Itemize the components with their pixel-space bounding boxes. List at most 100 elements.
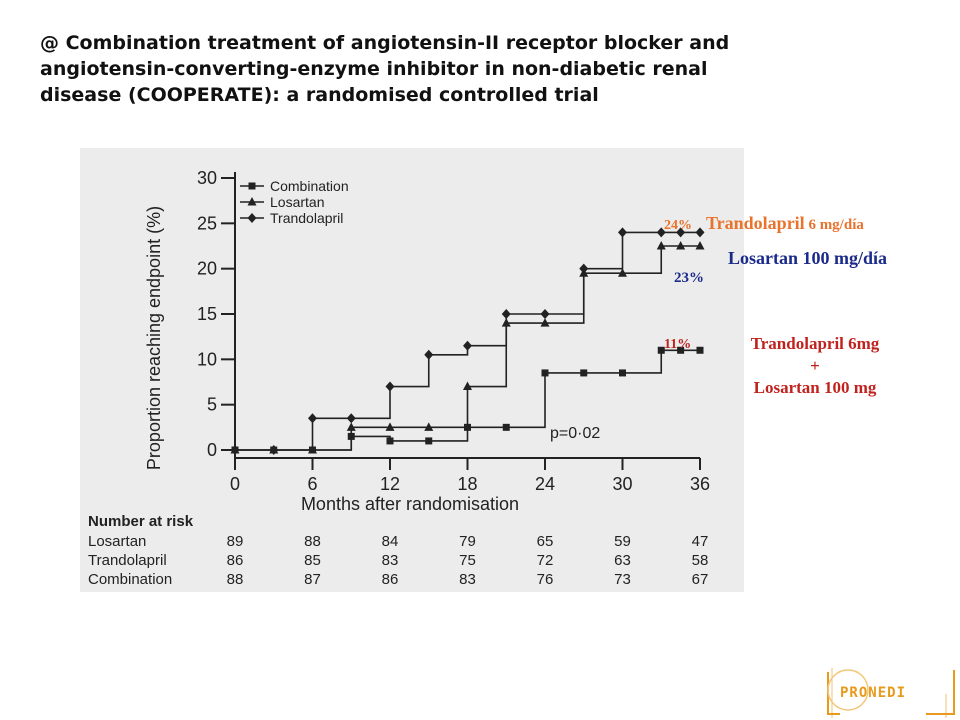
risk-cell: 79 (459, 533, 476, 550)
series-point-losartan (463, 381, 472, 391)
title-line-2: angiotensin-converting-enzyme inhibitor … (40, 58, 708, 80)
risk-cell: 85 (304, 552, 321, 569)
risk-cell: 67 (692, 571, 709, 588)
axes: 0 5 10 15 20 25 30 0 6 12 18 24 30 36 (197, 168, 710, 494)
x-tick-label: 12 (380, 474, 400, 494)
series-point-losartan (695, 241, 705, 250)
y-tick-label: 15 (197, 304, 217, 324)
series-line-losartan (235, 245, 700, 451)
y-tick-label: 0 (207, 440, 217, 460)
risk-cell: 86 (382, 571, 399, 588)
series-point-trandolapril (346, 413, 356, 424)
y-tick-label: 25 (197, 213, 217, 233)
legend-marker-combination (248, 182, 256, 190)
risk-row-label: Trandolapril (88, 552, 167, 569)
risk-cell: 88 (304, 533, 321, 550)
trandolapril-annotation: Trandolapril 6 mg/día (706, 213, 864, 234)
logo-circle (827, 669, 869, 711)
series-point-trandolapril (463, 340, 472, 351)
series-point-trandolapril (308, 413, 317, 424)
combination-annotation: Trandolapril 6mg + Losartan 100 mg (720, 333, 910, 399)
risk-cell: 73 (614, 571, 631, 588)
series-point-losartan (385, 422, 395, 431)
x-tick-label: 30 (612, 474, 632, 494)
series-point-combination (386, 437, 394, 445)
risk-cell: 88 (227, 571, 244, 588)
series-point-losartan (618, 268, 627, 277)
series-point-combination (677, 346, 685, 354)
series-point-losartan (424, 422, 434, 431)
trandolapril-annotation-dose: 6 mg/día (804, 217, 864, 233)
series-layer (230, 227, 705, 455)
title-line-3: disease (COOPERATE): a randomised contro… (40, 84, 599, 106)
y-tick-label: 20 (197, 259, 217, 279)
series-point-trandolapril (230, 445, 240, 455)
x-tick-label: 6 (307, 474, 317, 494)
p-value-label: p=0·02 (550, 425, 600, 442)
legend-marker-trandolapril (247, 213, 257, 223)
risk-cell: 75 (459, 552, 476, 569)
risk-cell: 84 (382, 533, 399, 550)
risk-row-label: Losartan (88, 533, 146, 550)
y-tick-label: 10 (197, 349, 217, 369)
risk-cell: 58 (692, 552, 709, 569)
trandolapril-percent: 24% (664, 218, 692, 233)
risk-cell: 83 (382, 552, 399, 569)
series-point-combination (425, 437, 433, 445)
losartan-percent: 23% (674, 270, 704, 286)
title-line-1: @ Combination treatment of angiotensin-I… (40, 32, 730, 54)
risk-cell: 87 (304, 571, 321, 588)
combination-annotation-line-1: Trandolapril 6mg (750, 334, 880, 353)
x-tick-label: 0 (230, 474, 240, 494)
risk-cell: 76 (537, 571, 554, 588)
combination-percent: 11% (664, 337, 692, 352)
series-point-trandolapril (695, 227, 705, 238)
risk-cell: 47 (692, 533, 709, 550)
series-point-trandolapril (676, 227, 686, 238)
series-point-combination (502, 423, 510, 431)
trandolapril-annotation-name: Trandolapril (706, 213, 805, 233)
series-point-losartan (540, 318, 550, 327)
risk-cell: 89 (227, 533, 244, 550)
series-point-losartan (676, 241, 686, 250)
series-point-trandolapril (618, 227, 627, 238)
series-point-combination (541, 369, 549, 377)
pronedi-logo-text: PRONEDI (840, 685, 907, 701)
x-tick-label: 36 (690, 474, 710, 494)
risk-table-header: Number at risk (88, 513, 194, 530)
risk-cell: 72 (537, 552, 554, 569)
legend-label-losartan: Losartan (270, 194, 324, 210)
risk-cell: 63 (614, 552, 631, 569)
combination-annotation-line-2: + (810, 356, 820, 375)
series-point-trandolapril (501, 309, 511, 319)
y-tick-label: 30 (197, 168, 217, 188)
risk-cell: 65 (537, 533, 554, 550)
x-axis-label: Months after randomisation (301, 494, 519, 514)
x-tick-label: 24 (535, 474, 555, 494)
risk-table: Number at risk Losartan 89 88 84 79 65 59 47 Tra… (88, 513, 708, 588)
legend-label-combination: Combination (270, 178, 349, 194)
legend-label-trandolapril: Trandolapril (270, 210, 343, 226)
risk-row-label: Combination (88, 571, 172, 588)
y-tick-label: 5 (207, 395, 217, 415)
series-point-trandolapril (656, 227, 666, 238)
series-point-combination (657, 346, 665, 354)
series-point-trandolapril (540, 309, 550, 319)
logo-right-bracket (926, 670, 955, 715)
risk-cell: 86 (227, 552, 244, 569)
chart-background (80, 148, 744, 592)
legend-marker-losartan (247, 197, 257, 206)
x-tick-label: 18 (457, 474, 477, 494)
pronedi-logo (827, 668, 955, 718)
series-point-trandolapril (385, 381, 395, 392)
risk-cell: 83 (459, 571, 476, 588)
series-point-combination (696, 346, 704, 354)
y-axis-label: Proportion reaching endpoint (%) (144, 206, 164, 470)
series-point-combination (580, 369, 588, 377)
risk-cell: 59 (614, 533, 631, 550)
combination-annotation-line-3: Losartan 100 mg (753, 378, 877, 397)
slide-title: @ Combination treatment of angiotensin-I… (40, 30, 730, 108)
kaplan-meier-chart: 0 5 10 15 20 25 30 0 6 12 18 24 30 36 Combination Losa… (80, 148, 744, 592)
